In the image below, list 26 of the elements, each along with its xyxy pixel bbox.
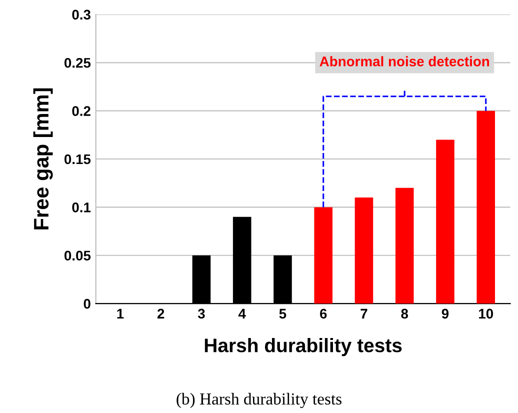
y-axis-title: Free gap [mm] [33, 88, 53, 230]
y-tick-label: 0.2 [72, 106, 90, 116]
y-tick-label: 0.1 [72, 202, 91, 212]
bar [395, 188, 414, 304]
annotation: Abnormal noise detection [320, 56, 490, 66]
y-tick-label: 0 [84, 298, 90, 309]
x-tick-label: 3 [198, 308, 205, 319]
x-axis-title: Harsh durability tests [204, 338, 402, 356]
x-tick-label: 5 [279, 308, 286, 319]
bar [476, 110, 495, 304]
y-tick-label: 0.3 [72, 10, 90, 20]
x-tick-label: 2 [157, 308, 164, 318]
bar [354, 198, 374, 304]
y-tick-label: 0.05 [64, 250, 91, 261]
bar [314, 207, 332, 304]
x-tick-label: 7 [360, 308, 368, 318]
x-tick-label: 4 [238, 308, 246, 318]
y-tick-label: 0.25 [64, 58, 91, 68]
text: (b) Harsh durability tests [176, 392, 342, 408]
x-tick-label: 10 [479, 308, 494, 319]
y-tick-label: 0.15 [64, 154, 91, 164]
bar [436, 140, 454, 304]
x-tick-label: 9 [442, 308, 449, 319]
x-tick-label: 6 [320, 308, 327, 319]
x-tick-label: 8 [401, 308, 408, 319]
x-tick-label: 1 [117, 308, 124, 318]
